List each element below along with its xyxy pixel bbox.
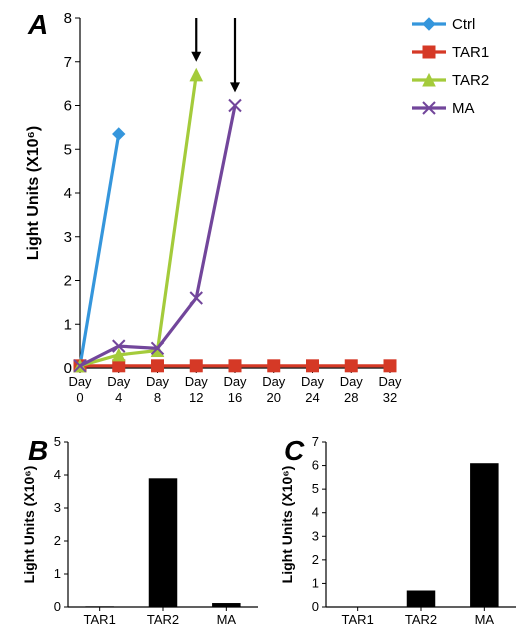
- panelC-yticklabel: 1: [312, 575, 319, 590]
- panelA-xticklabel: 28: [344, 390, 358, 405]
- panelA-xticklabel: Day: [185, 374, 209, 389]
- marker-square: [345, 360, 357, 372]
- panelC-bar: [470, 463, 499, 607]
- panelA-yticklabel: 1: [64, 316, 72, 333]
- panelA-ylabel: Light Units (X10⁶): [25, 126, 42, 260]
- panelB-bar: [149, 478, 178, 607]
- panelA-yticklabel: 2: [64, 273, 72, 290]
- panelC-xticklabel: TAR1: [342, 612, 374, 627]
- panelB-yticklabel: 2: [54, 533, 61, 548]
- panelA-xticklabel: 4: [115, 390, 122, 405]
- panelC-letter: C: [284, 435, 305, 466]
- panelA-xticklabel: 8: [154, 390, 161, 405]
- panelC-yticklabel: 2: [312, 552, 319, 567]
- panelA-xticklabel: 16: [228, 390, 242, 405]
- panelA-xticklabel: 12: [189, 390, 203, 405]
- arrow-head: [230, 82, 240, 92]
- series-MA: [74, 100, 241, 372]
- legend-label: Ctrl: [452, 16, 475, 33]
- panelA-yticklabel: 5: [64, 141, 72, 158]
- series-TAR2: [74, 69, 202, 372]
- panelA-xticklabel: Day: [68, 374, 92, 389]
- legend-item: TAR1: [412, 44, 489, 61]
- panelB-yticklabel: 1: [54, 566, 61, 581]
- marker-triangle: [190, 69, 202, 81]
- marker-square: [423, 46, 435, 58]
- panelA-xticklabel: Day: [107, 374, 131, 389]
- panelC-yticklabel: 5: [312, 481, 319, 496]
- panelB-yticklabel: 3: [54, 500, 61, 515]
- panelA-yticklabel: 6: [64, 98, 72, 115]
- panelC-ylabel: Light Units (X10⁶): [279, 466, 295, 584]
- legend-label: TAR2: [452, 72, 489, 89]
- panelB-yticklabel: 5: [54, 434, 61, 449]
- panelA-xticklabel: 20: [267, 390, 281, 405]
- panelA-xticklabel: Day: [223, 374, 247, 389]
- panelB-ylabel: Light Units (X10⁶): [21, 466, 37, 584]
- legend-item: MA: [412, 100, 475, 117]
- series-Ctrl: [74, 128, 125, 372]
- panelC-xticklabel: MA: [475, 612, 495, 627]
- legend-item: Ctrl: [412, 16, 475, 33]
- panelB-bar: [85, 606, 114, 607]
- panelC-yticklabel: 6: [312, 458, 319, 473]
- panelA-yticklabel: 4: [64, 185, 72, 202]
- panelC-yticklabel: 4: [312, 505, 319, 520]
- panelA-xticklabel: Day: [301, 374, 325, 389]
- panelB-xticklabel: MA: [217, 612, 237, 627]
- panelA-xticklabel: Day: [146, 374, 170, 389]
- marker-square: [190, 360, 202, 372]
- arrow-head: [191, 52, 201, 62]
- marker-square: [113, 360, 125, 372]
- panelA-xticklabel: 0: [76, 390, 83, 405]
- panelA-yticklabel: 3: [64, 229, 72, 246]
- figure-svg: 012345678Day0Day4Day8Day12Day16Day20Day2…: [0, 0, 531, 631]
- series-TAR1: [74, 360, 396, 372]
- marker-diamond: [423, 18, 435, 30]
- panelA-letter: A: [27, 9, 48, 40]
- panelA-xticklabel: Day: [378, 374, 402, 389]
- marker-square: [307, 360, 319, 372]
- panelC-yticklabel: 0: [312, 599, 319, 614]
- panelB-letter: B: [28, 435, 48, 466]
- series-line: [80, 134, 119, 366]
- legend-label: MA: [452, 100, 475, 117]
- panelA-xticklabel: 32: [383, 390, 397, 405]
- marker-diamond: [113, 128, 125, 140]
- panelB-yticklabel: 4: [54, 467, 61, 482]
- marker-square: [384, 360, 396, 372]
- legend-label: TAR1: [452, 44, 489, 61]
- panelA-xticklabel: Day: [340, 374, 364, 389]
- panelC-bar: [407, 591, 436, 608]
- panelC-yticklabel: 3: [312, 528, 319, 543]
- panelB-xticklabel: TAR1: [84, 612, 116, 627]
- panelA-xticklabel: 24: [305, 390, 319, 405]
- panelB-xticklabel: TAR2: [147, 612, 179, 627]
- legend-item: TAR2: [412, 72, 489, 89]
- marker-square: [152, 360, 164, 372]
- panelA-yticklabel: 8: [64, 10, 72, 27]
- panelC-yticklabel: 7: [312, 434, 319, 449]
- panelC-xticklabel: TAR2: [405, 612, 437, 627]
- panelB-bar: [212, 603, 241, 607]
- panelA-yticklabel: 7: [64, 54, 72, 71]
- marker-square: [229, 360, 241, 372]
- panelB-yticklabel: 0: [54, 599, 61, 614]
- marker-square: [268, 360, 280, 372]
- panelA-xticklabel: Day: [262, 374, 286, 389]
